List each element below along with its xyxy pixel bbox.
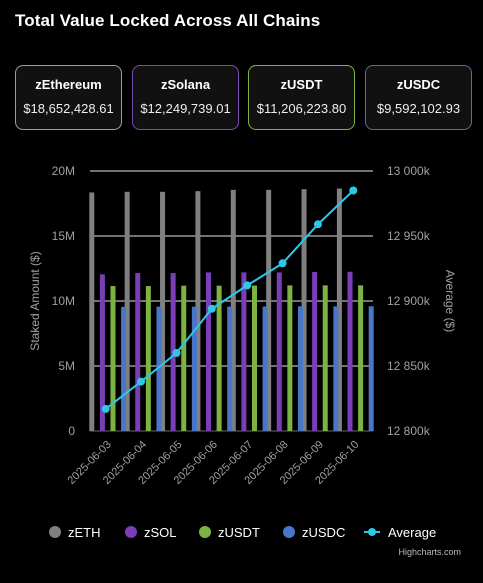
average-point-2[interactable] [172, 349, 181, 357]
bar-zusdc-4[interactable] [262, 306, 268, 431]
bar-zusdc-3[interactable] [227, 306, 233, 431]
summary-cards: zEthereum $18,652,428.61 zSolana $12,249… [15, 65, 472, 130]
legend-marker-average[interactable] [368, 528, 376, 536]
bar-zusdt-7[interactable] [358, 285, 364, 431]
bar-zeth-6[interactable] [301, 189, 307, 431]
highcharts-credit[interactable]: Highcharts.com [398, 547, 461, 557]
bar-zusdt-2[interactable] [181, 285, 187, 431]
bar-zeth-2[interactable] [160, 191, 166, 431]
chart-title: Total Value Locked Across All Chains [15, 11, 321, 30]
bar-zsol-7[interactable] [347, 271, 353, 431]
y-tick-label: 15M [52, 229, 75, 243]
card-value: $9,592,102.93 [376, 101, 461, 116]
legend-label-zeth[interactable]: zETH [68, 525, 101, 540]
card-title: zUSDC [396, 77, 441, 92]
card-value: $11,206,223.80 [256, 101, 347, 116]
legend-label-zsol[interactable]: zSOL [144, 525, 177, 540]
bar-zusdt-4[interactable] [251, 285, 257, 431]
average-point-5[interactable] [278, 259, 287, 268]
bar-zusdc-5[interactable] [297, 306, 303, 431]
card-title: zEthereum [35, 77, 102, 92]
legend-label-average[interactable]: Average [388, 525, 436, 540]
bar-zsol-6[interactable] [312, 272, 318, 431]
average-point-1[interactable] [137, 377, 146, 386]
card-value: $12,249,739.01 [140, 101, 231, 116]
y-tick-label: 0 [68, 424, 75, 438]
card-value: $18,652,428.61 [23, 101, 114, 116]
bar-zeth-3[interactable] [195, 191, 201, 431]
bar-zsol-4[interactable] [241, 272, 247, 431]
card-zsolana: zSolana $12,249,739.01 [132, 65, 239, 130]
legend-label-zusdc[interactable]: zUSDC [302, 525, 345, 540]
bar-zusdc-0[interactable] [121, 306, 127, 431]
bar-zsol-3[interactable] [206, 272, 212, 431]
y2-tick-label: 12 850k [387, 359, 431, 373]
legend-marker-zusdc[interactable] [283, 526, 295, 538]
y-tick-label: 5M [58, 359, 75, 373]
bar-zusdt-0[interactable] [110, 286, 116, 431]
bar-zeth-7[interactable] [336, 188, 342, 431]
bar-zsol-1[interactable] [135, 273, 141, 431]
bar-zsol-0[interactable] [99, 274, 105, 431]
card-title: zUSDT [280, 77, 323, 92]
legend-label-zusdt[interactable]: zUSDT [218, 525, 260, 540]
bar-zeth-4[interactable] [230, 189, 236, 431]
y-tick-label: 20M [52, 164, 75, 178]
card-title: zSolana [160, 77, 211, 92]
card-zusdc: zUSDC $9,592,102.93 [365, 65, 472, 130]
average-line [105, 189, 355, 410]
legend-marker-zeth[interactable] [49, 526, 61, 538]
bar-zeth-0[interactable] [89, 192, 95, 431]
y2-tick-label: 12 800k [387, 424, 431, 438]
average-point-4[interactable] [243, 281, 252, 290]
bar-zusdt-5[interactable] [287, 285, 293, 431]
y2-tick-label: 12 900k [387, 294, 431, 308]
bar-zusdt-1[interactable] [145, 286, 151, 431]
bar-zusdc-1[interactable] [156, 306, 162, 431]
bar-zusdt-3[interactable] [216, 285, 222, 431]
card-zusdt: zUSDT $11,206,223.80 [248, 65, 355, 130]
y-axis-title: Staked Amount ($) [28, 251, 42, 350]
bar-zusdt-6[interactable] [322, 285, 328, 431]
y2-axis-title: Average ($) [443, 270, 457, 332]
card-zethereum: zEthereum $18,652,428.61 [15, 65, 122, 130]
average-point-7[interactable] [349, 186, 358, 195]
y2-tick-label: 13 000k [387, 164, 431, 178]
average-point-0[interactable] [101, 404, 110, 413]
average-point-3[interactable] [207, 304, 216, 313]
bar-zsol-5[interactable] [276, 272, 282, 431]
legend-marker-zsol[interactable] [125, 526, 137, 538]
y2-tick-label: 12 950k [387, 229, 431, 243]
bar-zeth-1[interactable] [124, 191, 130, 431]
bar-zusdc-6[interactable] [333, 306, 339, 431]
legend-marker-zusdt[interactable] [199, 526, 211, 538]
bar-zeth-5[interactable] [266, 189, 272, 431]
bar-zusdc-7[interactable] [368, 306, 374, 431]
bar-zusdc-2[interactable] [191, 306, 197, 431]
average-point-6[interactable] [313, 220, 322, 229]
y-tick-label: 10M [52, 294, 75, 308]
